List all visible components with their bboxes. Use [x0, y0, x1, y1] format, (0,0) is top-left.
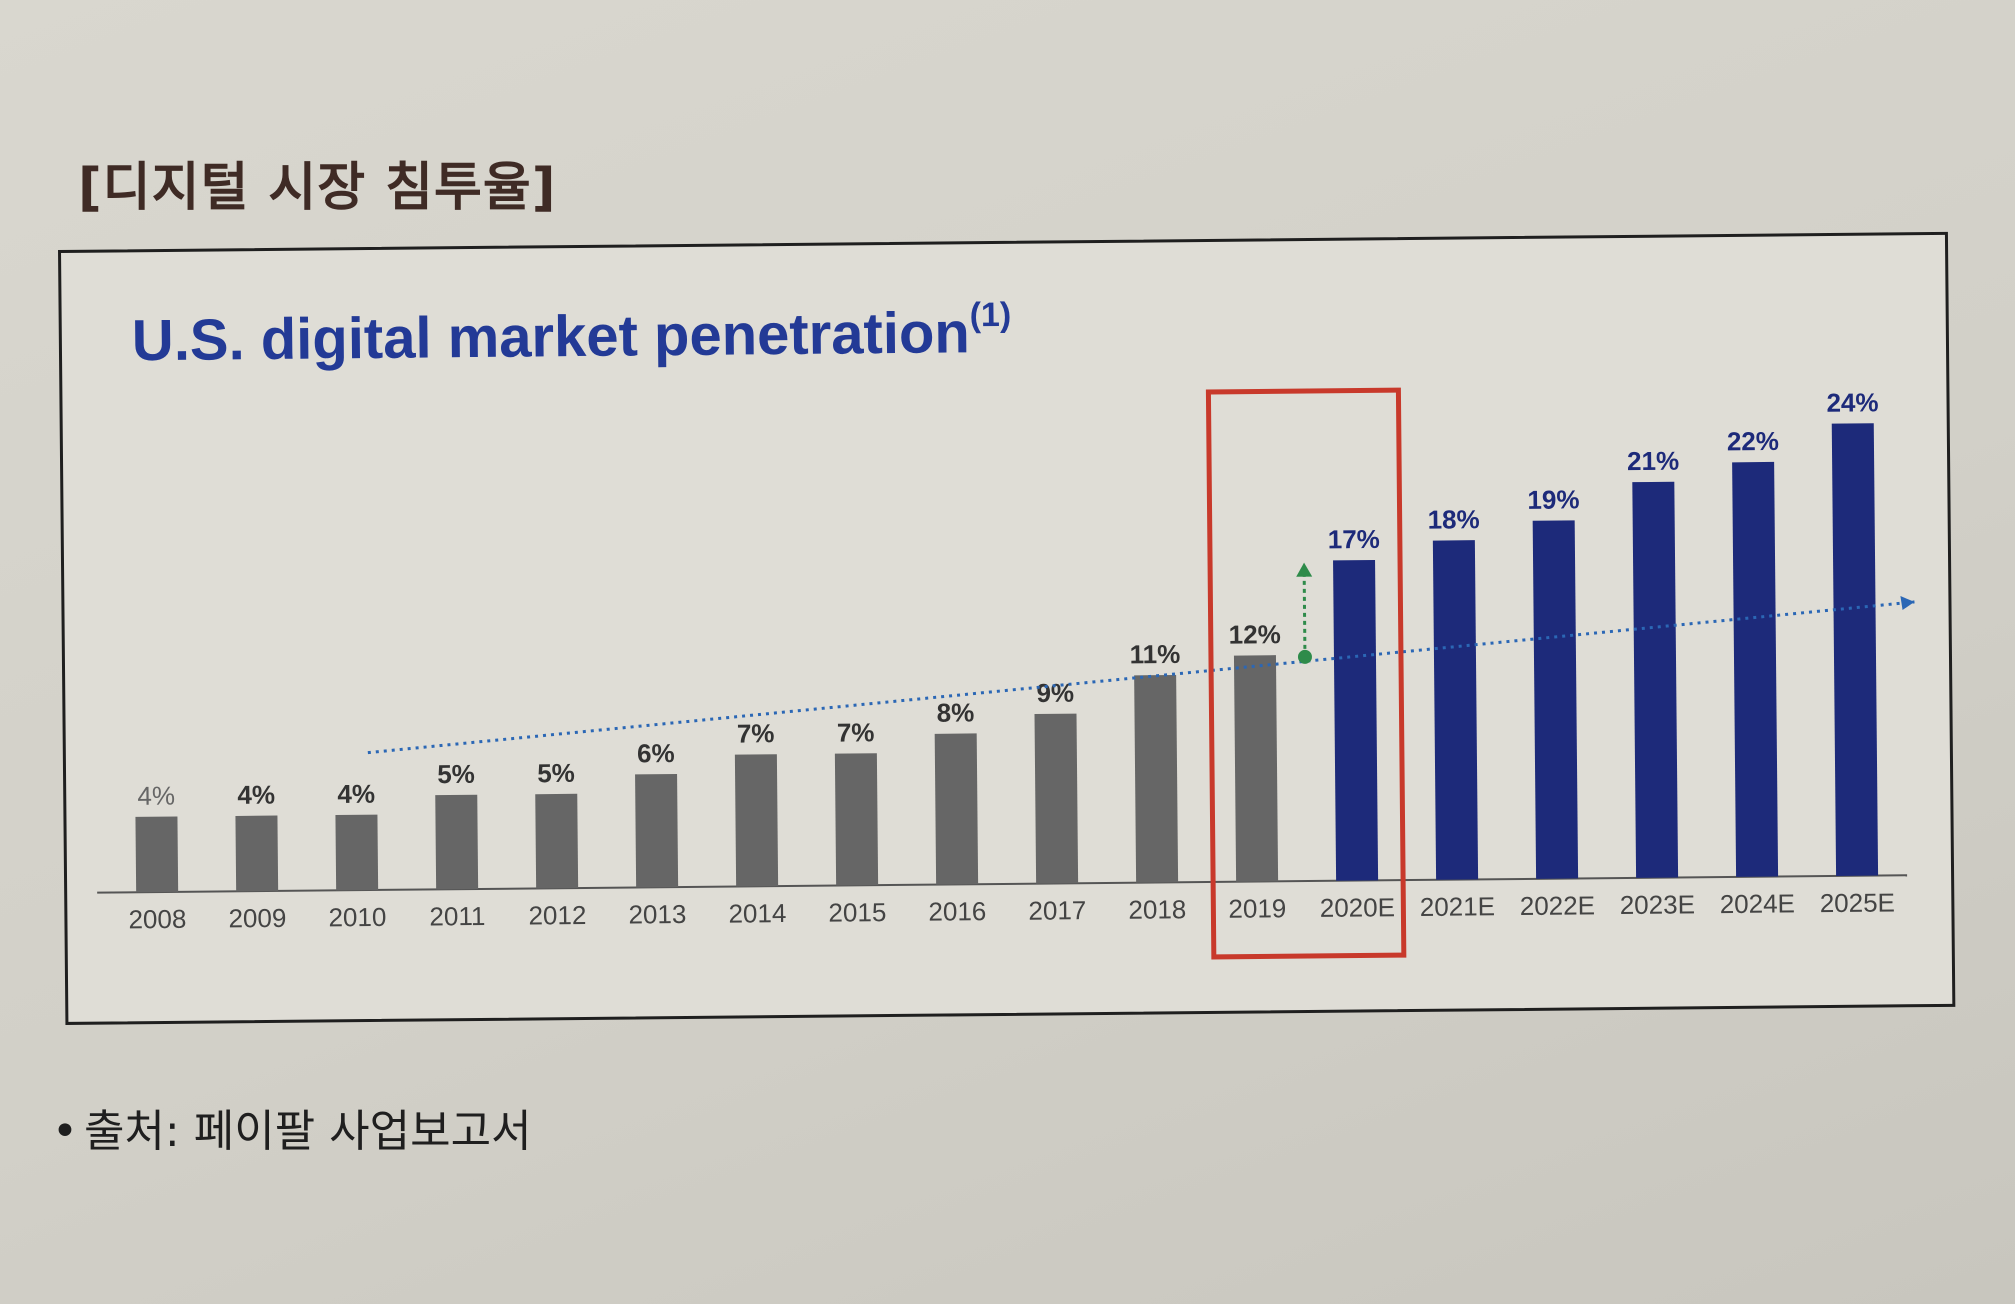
chart-frame: U.S. digital market penetration(1) 4% 200…: [58, 231, 1956, 1025]
x-axis-line: [97, 874, 1908, 894]
value-label-2019: 12%: [1229, 619, 1281, 649]
chart-title-text: U.S. digital market penetration: [132, 300, 971, 373]
bar-2013: [635, 774, 679, 888]
bar-2019: [1233, 655, 1279, 882]
value-label-2025E: 24%: [1826, 387, 1878, 417]
tick-label-2011: 2011: [429, 901, 485, 932]
value-label-2024E: 22%: [1727, 426, 1779, 456]
value-label-2013: 6%: [637, 738, 675, 768]
source-note: • 출처: 페이팔 사업보고서: [52, 1095, 532, 1159]
bar-2020E: [1333, 559, 1379, 881]
value-label-2018: 11%: [1129, 639, 1180, 669]
tick-label-2023E: 2023E: [1620, 889, 1695, 920]
tick-label-2017: 2017: [1028, 895, 1086, 926]
value-label-2015: 7%: [837, 717, 875, 747]
tick-label-2019: 2019: [1228, 893, 1286, 924]
growth-arrow-head-icon: [1296, 562, 1313, 577]
bar-2011: [435, 794, 479, 890]
tick-label-2015: 2015: [828, 897, 886, 928]
value-label-2008: 4%: [137, 781, 175, 811]
bar-2025E: [1831, 423, 1879, 876]
tick-label-2009: 2009: [228, 903, 286, 934]
tick-label-2022E: 2022E: [1520, 890, 1595, 921]
tick-label-2012: 2012: [528, 900, 586, 931]
chart-title: U.S. digital market penetration(1): [132, 296, 1012, 373]
tick-label-2014: 2014: [728, 898, 786, 929]
value-label-2009: 4%: [237, 780, 275, 810]
bar-2012: [535, 793, 579, 889]
tick-label-2010: 2010: [328, 902, 386, 933]
bar-2021E: [1432, 540, 1479, 880]
tick-label-2008: 2008: [128, 904, 186, 935]
chart-title-superscript: (1): [969, 296, 1011, 334]
bar-chart: U.S. digital market penetration(1) 4% 200…: [97, 296, 1915, 960]
bar-2009: [235, 815, 279, 892]
tick-label-2016: 2016: [928, 896, 986, 927]
tick-label-2025E: 2025E: [1820, 887, 1895, 918]
tick-label-2021E: 2021E: [1420, 891, 1495, 922]
value-label-2014: 7%: [737, 718, 775, 748]
trend-line: [367, 600, 1915, 755]
bar-2008: [135, 816, 179, 893]
bar-2024E: [1732, 461, 1779, 877]
source-text: 출처: 페이팔 사업보고서: [83, 1106, 532, 1157]
value-label-2017: 9%: [1036, 678, 1074, 708]
value-label-2010: 4%: [337, 779, 375, 809]
tick-label-2024E: 2024E: [1720, 888, 1795, 919]
tick-label-2013: 2013: [628, 899, 686, 930]
value-label-2011: 5%: [437, 759, 475, 789]
page-heading: [디지털 시장 침투율]: [78, 158, 557, 218]
value-label-2020E: 17%: [1328, 524, 1380, 554]
value-label-2012: 5%: [537, 758, 575, 788]
tick-label-2018: 2018: [1128, 894, 1186, 925]
bar-2022E: [1532, 520, 1579, 879]
tick-label-2020E: 2020E: [1320, 892, 1395, 923]
value-label-2023E: 21%: [1627, 446, 1679, 476]
value-label-2021E: 18%: [1427, 504, 1479, 534]
growth-arrow-dot-icon: [1297, 649, 1312, 664]
bar-2015: [834, 753, 879, 886]
bullet-icon: •: [52, 1106, 78, 1157]
bar-2018: [1134, 674, 1179, 883]
bar-2017: [1034, 713, 1079, 884]
bar-2016: [934, 733, 979, 885]
value-label-2022E: 19%: [1527, 484, 1579, 514]
growth-arrow-line: [1302, 574, 1307, 657]
bar-2010: [335, 814, 379, 891]
bar-2014: [734, 754, 779, 887]
value-label-2016: 8%: [937, 697, 975, 727]
bar-2023E: [1632, 481, 1679, 878]
highlight-box: [1205, 387, 1407, 960]
trend-arrowhead-icon: [1900, 596, 1915, 611]
